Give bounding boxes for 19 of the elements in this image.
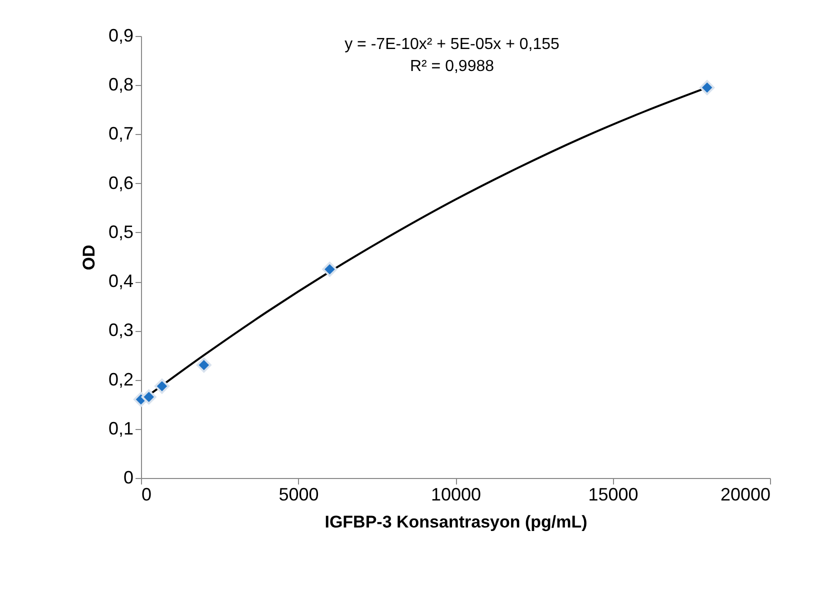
annotation: R² = 0,9988: [410, 58, 494, 75]
y-axis-title: OD: [79, 244, 98, 270]
y-tick-label: 0: [123, 468, 134, 488]
y-tick-label: 0,7: [108, 124, 134, 144]
y-tick-label: 0,8: [108, 74, 134, 95]
annotation: y = -7E-10x² + 5E-05x + 0,155: [344, 36, 560, 53]
y-tick-label: 0,9: [108, 26, 134, 46]
x-tick-label: 10000: [430, 484, 482, 504]
x-tick-label: 0: [142, 484, 152, 504]
x-axis-title: IGFBP-3 Konsantrasyon (pg/mL): [324, 512, 588, 532]
y-tick-label: 0,6: [108, 172, 134, 193]
y-tick-label: 0,5: [108, 222, 134, 242]
x-tick-label: 20000: [720, 484, 770, 504]
y-tick-label: 0,4: [108, 271, 134, 292]
x-tick-label: 5000: [278, 484, 319, 504]
y-tick-label: 0,1: [108, 418, 134, 438]
y-tick-label: 0,3: [108, 320, 134, 340]
y-tick-label: 0,2: [108, 369, 134, 390]
x-tick-label: 15000: [588, 484, 638, 504]
